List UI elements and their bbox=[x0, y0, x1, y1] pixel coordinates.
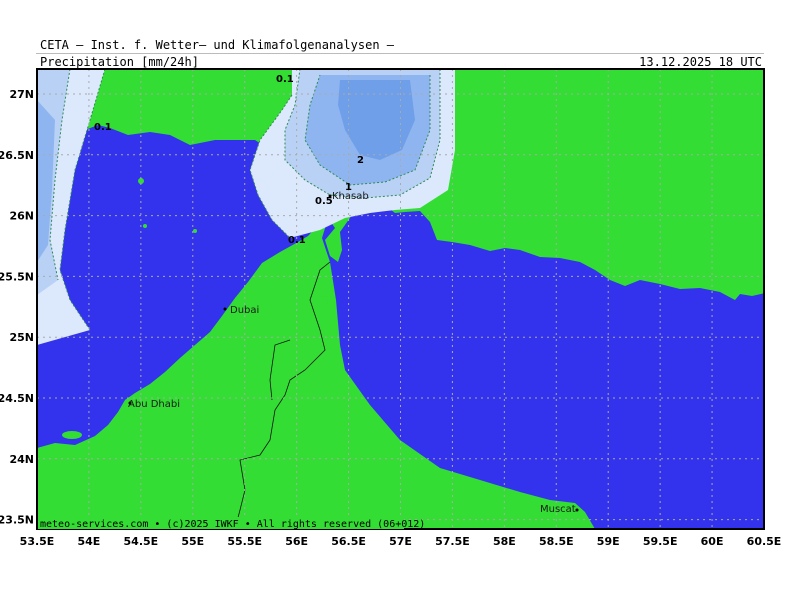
lat-tick-label: 26.5N bbox=[0, 149, 34, 162]
lon-tick-label: 60.5E bbox=[747, 535, 782, 548]
lat-tick-label: 24.5N bbox=[0, 392, 34, 405]
header-divider bbox=[36, 53, 764, 54]
lat-lon-grid bbox=[37, 69, 764, 529]
contour-label: 1 bbox=[345, 182, 352, 193]
lat-tick-label: 27N bbox=[9, 88, 34, 101]
parameter-title: Precipitation [mm/24h] bbox=[40, 55, 199, 69]
lon-tick-label: 60E bbox=[701, 535, 724, 548]
contour-label: 0.5 bbox=[315, 196, 333, 207]
lon-tick-label: 54E bbox=[78, 535, 101, 548]
lat-tick-label: 24N bbox=[9, 453, 34, 466]
lat-tick-label: 25N bbox=[9, 331, 34, 344]
lon-tick-label: 55.5E bbox=[227, 535, 262, 548]
latitude-labels: 27N 26.5N 26N 25.5N 25N 24.5N 24N 23.5N bbox=[0, 88, 34, 527]
place-abu-dhabi: Abu Dhabi bbox=[128, 399, 180, 410]
lon-tick-label: 55E bbox=[181, 535, 204, 548]
land-arabia bbox=[37, 200, 595, 529]
country-borders bbox=[234, 261, 331, 529]
credit-bar bbox=[38, 517, 404, 529]
contour-label: 0.1 bbox=[288, 235, 306, 246]
lon-tick-label: 53.5E bbox=[20, 535, 55, 548]
contour-label: 0.1 bbox=[276, 74, 294, 85]
islands bbox=[62, 178, 328, 439]
place-khasab: Khasab bbox=[332, 191, 369, 202]
lat-tick-label: 23.5N bbox=[0, 514, 34, 527]
lat-tick-label: 25.5N bbox=[0, 270, 34, 283]
muscat-marker bbox=[575, 508, 579, 512]
lon-tick-label: 58E bbox=[493, 535, 516, 548]
lon-tick-label: 57E bbox=[389, 535, 412, 548]
credit-text: meteo-services.com • (c)2025 IWKF • All … bbox=[40, 519, 425, 530]
lon-tick-label: 59.5E bbox=[643, 535, 678, 548]
longitude-labels: 53.5E 54E 54.5E 55E 55.5E 56E 56.5E 57E 57.5E 58E… bbox=[20, 535, 782, 548]
lon-tick-label: 57.5E bbox=[435, 535, 470, 548]
lon-tick-label: 58.5E bbox=[539, 535, 574, 548]
valid-datetime: 13.12.2025 18 UTC bbox=[639, 55, 762, 69]
contour-labels: 0.1 0.1 0.1 0.5 1 2 bbox=[94, 74, 364, 246]
dubai-marker bbox=[223, 307, 227, 311]
precip-contours bbox=[49, 69, 441, 331]
contour-label: 2 bbox=[357, 155, 364, 166]
place-labels: Khasab Dubai Abu Dhabi Muscat bbox=[128, 191, 579, 515]
abudhabi-marker bbox=[128, 401, 132, 405]
lon-tick-label: 56E bbox=[285, 535, 308, 548]
khasab-marker bbox=[328, 194, 332, 198]
lon-tick-label: 54.5E bbox=[124, 535, 159, 548]
place-dubai: Dubai bbox=[230, 305, 259, 316]
place-muscat: Muscat bbox=[540, 504, 576, 515]
source-title: CETA — Inst. f. Wetter— und Klimafolgena… bbox=[40, 38, 395, 52]
lon-tick-label: 59E bbox=[597, 535, 620, 548]
precip-west-band bbox=[37, 69, 105, 345]
lat-tick-label: 26N bbox=[9, 210, 34, 223]
precip-strait-blob bbox=[250, 69, 455, 238]
contour-label: 0.1 bbox=[94, 122, 112, 133]
lon-tick-label: 56.5E bbox=[331, 535, 366, 548]
